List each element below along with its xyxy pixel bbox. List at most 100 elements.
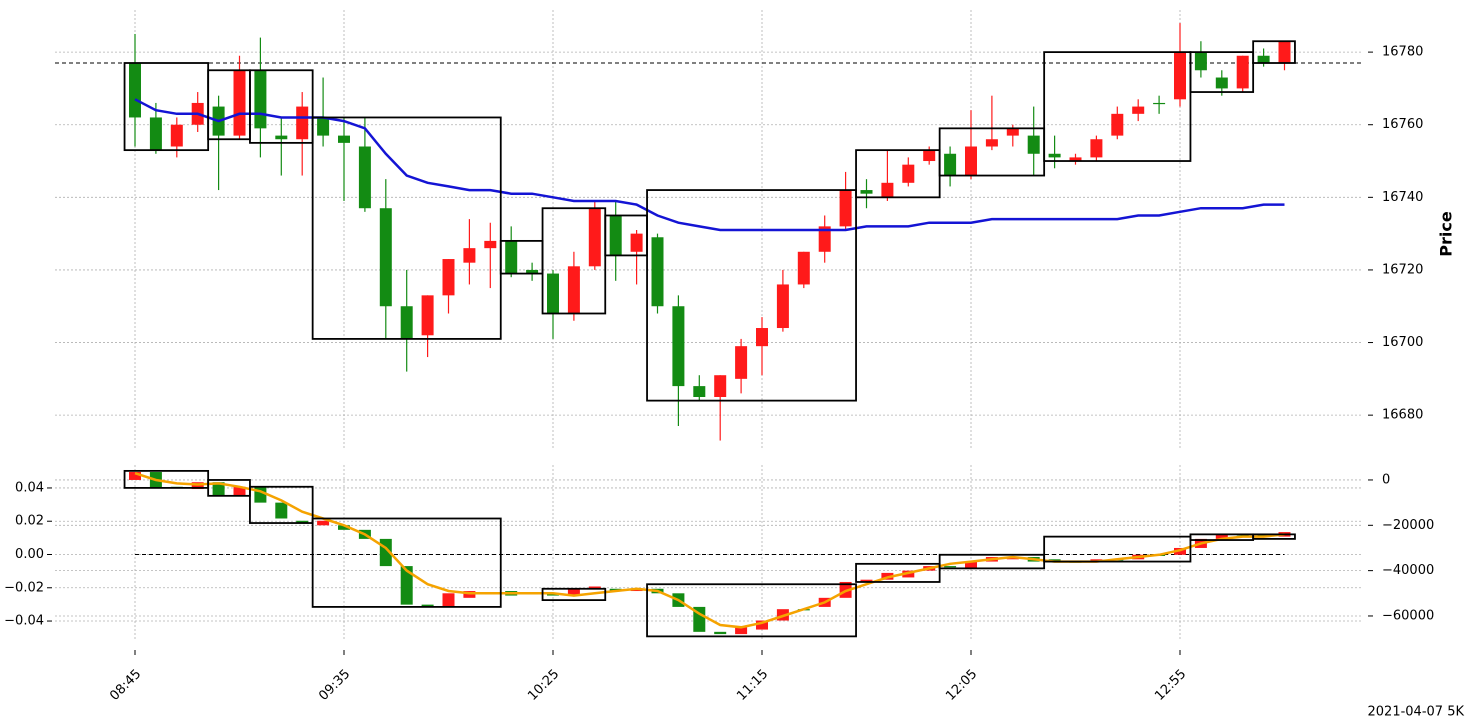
y-tick-label: 16780 (1382, 45, 1423, 60)
candle-body (149, 117, 162, 151)
range-box (855, 562, 941, 583)
candle-body (839, 190, 852, 227)
candle-body (672, 306, 685, 387)
candle-body (1006, 128, 1019, 136)
candle-body (588, 208, 601, 267)
candle-body (338, 135, 350, 143)
candle-body (1027, 135, 1040, 154)
range-box (311, 116, 502, 340)
candle-body (797, 251, 810, 285)
y2-tick-label: 0.00 (15, 547, 44, 562)
candle-body (358, 146, 371, 209)
y2-tick-label: 0.04 (15, 480, 44, 495)
candle-body (860, 190, 873, 194)
candle-body (609, 215, 622, 256)
candle-body (275, 502, 288, 519)
range-box (1043, 535, 1192, 563)
range-box (541, 587, 607, 602)
candle-body (588, 586, 601, 589)
y-tick-label: −60000 (1382, 608, 1434, 623)
candle-body (233, 486, 246, 496)
candle-body (296, 106, 309, 140)
candle-body (1278, 41, 1291, 64)
candle-body (1153, 102, 1166, 105)
candle-body (1111, 113, 1124, 136)
range-box (1252, 40, 1296, 64)
candle-body (1069, 157, 1082, 162)
candle-body (860, 579, 873, 582)
candle-body (1194, 52, 1207, 71)
y2-tick-label: −0.02 (4, 580, 44, 595)
candle-body (881, 182, 894, 198)
candle-body (965, 146, 977, 176)
annotation: 2021-04-07 5K (1368, 705, 1465, 720)
y-tick-label: 16740 (1382, 190, 1423, 205)
y-tick-label: 16760 (1382, 117, 1423, 132)
candle-body (442, 593, 455, 607)
candle-body (756, 328, 768, 347)
candle-body (170, 124, 183, 147)
candle-body (379, 208, 392, 307)
candle-body (547, 273, 559, 314)
range-box (646, 583, 857, 638)
candle-body (735, 346, 748, 379)
candle-body (923, 150, 936, 162)
candle-body (254, 70, 267, 129)
candle-body (317, 520, 330, 526)
y-tick-label: −40000 (1382, 563, 1434, 578)
candle-body (526, 269, 539, 274)
candle-body (1048, 153, 1061, 158)
range-box (1252, 533, 1296, 540)
candle-body (1215, 534, 1228, 539)
range-box (249, 69, 314, 144)
candle-body (421, 295, 434, 336)
range-box (541, 207, 607, 315)
range-box (1189, 51, 1255, 93)
y2-tick-label: −0.04 (4, 614, 44, 629)
candle-body (442, 259, 455, 296)
candle-body (985, 139, 998, 147)
candle-body (944, 566, 957, 568)
candle-body (1257, 55, 1270, 64)
candle-body (965, 561, 977, 569)
range-box (1043, 51, 1192, 162)
y-tick-label: 0 (1382, 472, 1390, 487)
candle-body (317, 117, 330, 136)
range-box (249, 485, 314, 524)
candle-body (296, 520, 309, 524)
range-box (646, 189, 857, 402)
y-tick-label: 16680 (1382, 408, 1423, 423)
candle-body (902, 164, 915, 183)
candle-body (714, 631, 727, 635)
y-tick-label: 16700 (1382, 335, 1423, 350)
candle-body (651, 237, 664, 307)
candle-body (338, 525, 350, 530)
candle-body (714, 375, 727, 397)
candle-body (567, 266, 580, 314)
candle-body (400, 566, 413, 605)
candle-body (129, 63, 141, 118)
candle-body (463, 248, 476, 263)
candle-body (630, 233, 643, 252)
candle-body (505, 240, 518, 274)
y-tick-label: −20000 (1382, 518, 1434, 533)
candle-body (735, 627, 748, 635)
candle-body (1132, 106, 1145, 114)
candle-body (944, 153, 957, 176)
candle-body (1215, 77, 1228, 89)
candle-body (1236, 55, 1249, 89)
y2-tick-label: 0.02 (15, 514, 44, 529)
candle-body (818, 226, 831, 252)
candle-body (421, 604, 434, 607)
candle-body (1090, 139, 1103, 158)
candle-body (212, 482, 225, 496)
candle-body (233, 70, 246, 136)
candle-body (400, 306, 413, 339)
candle-body (129, 472, 141, 480)
candle-body (776, 284, 789, 329)
candle-body (567, 588, 580, 596)
candle-body (1174, 52, 1186, 100)
candle-body (275, 135, 288, 140)
candle-body (484, 240, 497, 249)
